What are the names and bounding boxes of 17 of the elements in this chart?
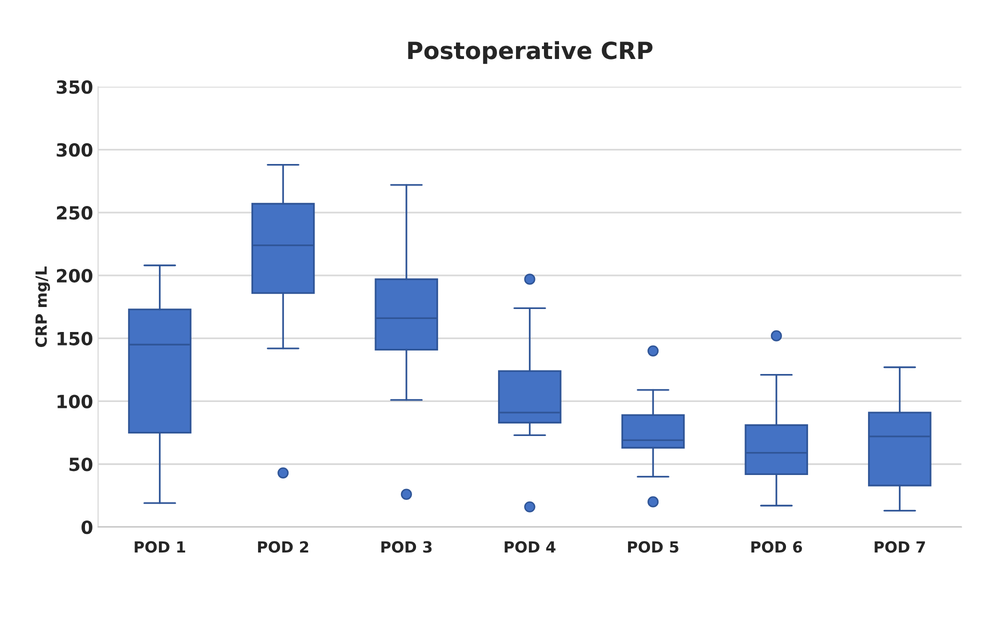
y-tick-label: 250 <box>56 206 92 220</box>
y-tick-label: 0 <box>82 520 92 534</box>
y-tick-label: 200 <box>56 268 92 283</box>
y-tick-label: 50 <box>70 458 92 472</box>
x-tick-label: POD 2 <box>258 541 308 553</box>
x-tick-label: POD 6 <box>751 541 802 553</box>
x-tick-label: POD 4 <box>504 541 556 553</box>
x-tick-label: POD 5 <box>628 541 678 553</box>
x-tick-label: POD 3 <box>381 541 432 553</box>
y-tick-label: 350 <box>56 80 92 94</box>
y-tick-label: 300 <box>56 143 92 157</box>
chart-title: Postoperative CRP <box>408 41 652 64</box>
y-tick-label: 150 <box>58 332 92 346</box>
x-tick-label: POD 1 <box>134 541 186 553</box>
x-tick-label: POD 7 <box>874 541 925 553</box>
y-axis-title: CRP mg/L <box>35 266 50 347</box>
y-tick-label: 100 <box>58 394 92 408</box>
